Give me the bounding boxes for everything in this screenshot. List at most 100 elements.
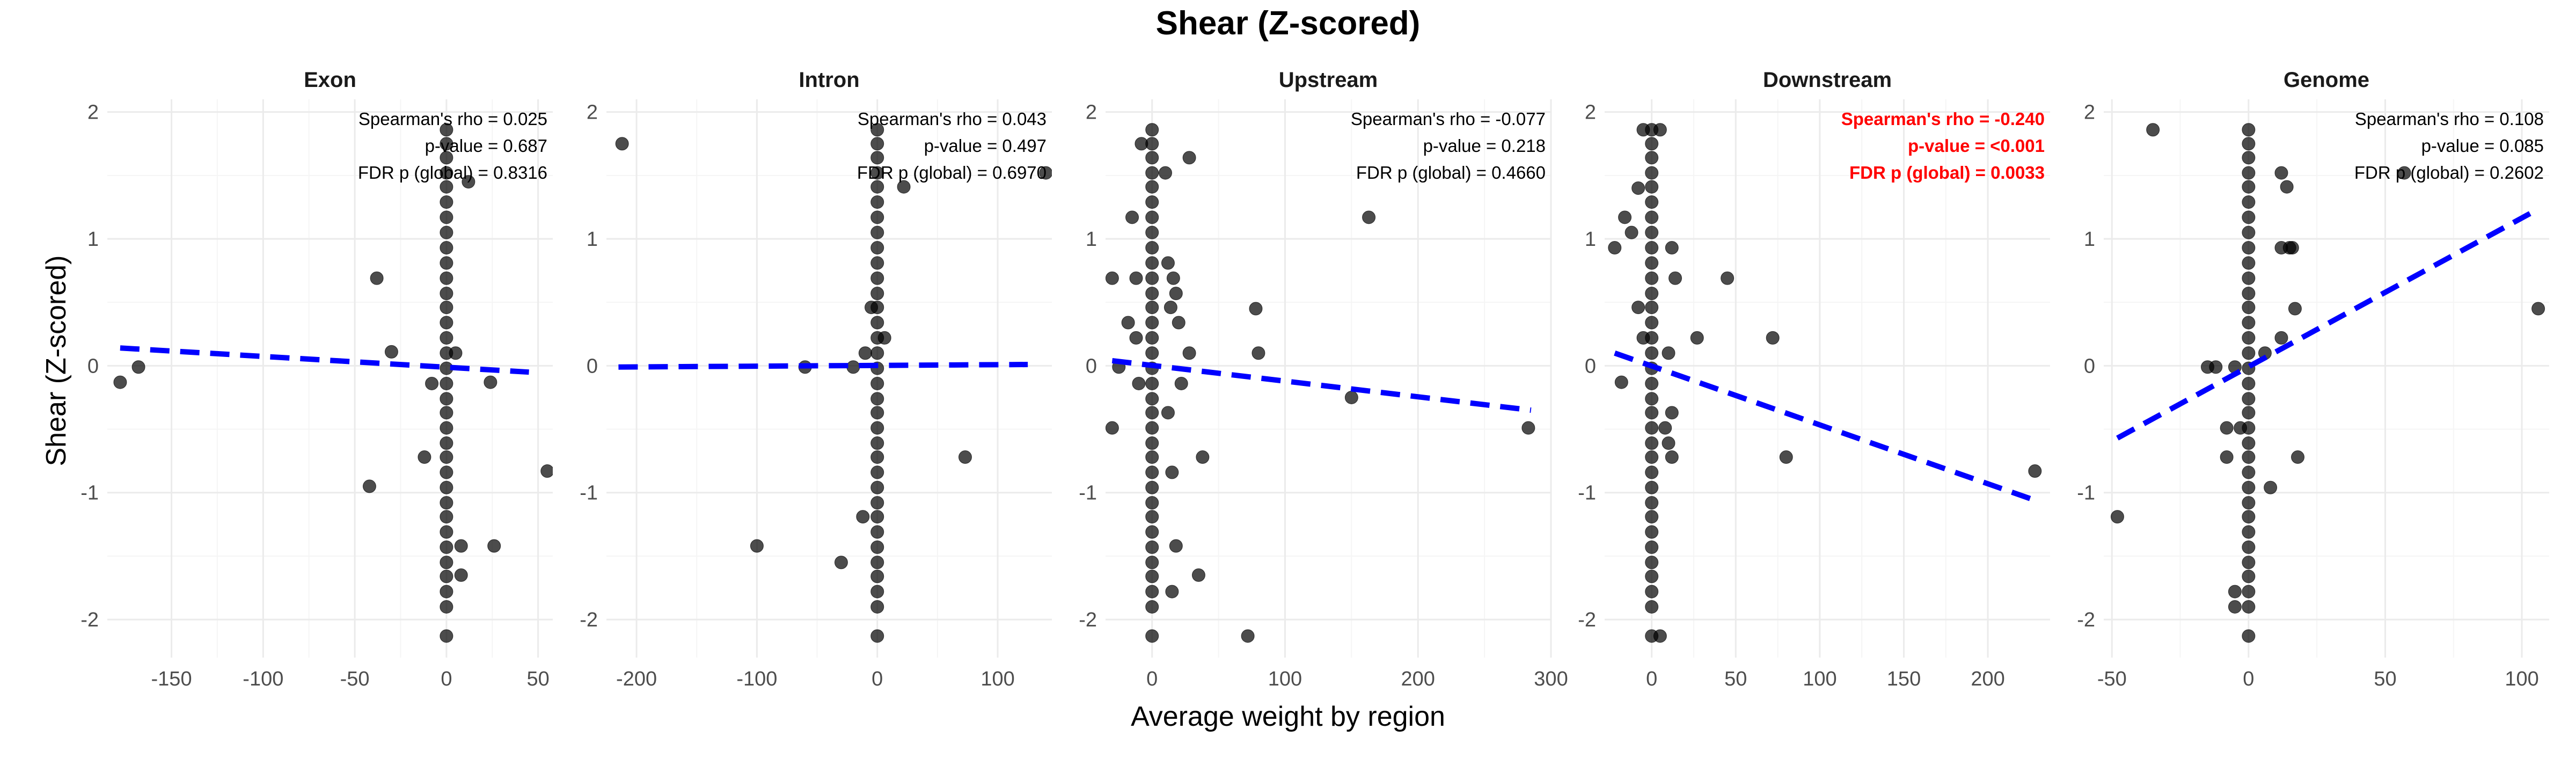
- x-tick-label: -50: [2097, 668, 2127, 690]
- data-point: [870, 225, 884, 239]
- data-point: [1145, 465, 1159, 479]
- data-point: [615, 137, 629, 151]
- x-tick-label: -100: [736, 668, 777, 690]
- data-point: [1521, 421, 1535, 435]
- data-point: [1645, 525, 1659, 539]
- y-tick-label: -1: [2077, 482, 2095, 505]
- data-point: [1145, 225, 1159, 239]
- data-point: [1145, 450, 1159, 464]
- trend-line: [1111, 358, 1532, 413]
- data-point: [1196, 450, 1210, 464]
- data-point: [2242, 166, 2256, 180]
- data-point: [2209, 360, 2223, 374]
- data-point: [1145, 600, 1159, 614]
- data-point: [440, 123, 453, 137]
- data-point: [2242, 450, 2256, 464]
- stat-annotation: p-value = 0.687: [425, 136, 547, 156]
- stat-annotation: Spearman's rho = -0.240: [1841, 109, 2045, 129]
- data-point: [870, 450, 884, 464]
- y-tick-label: 0: [2084, 355, 2095, 377]
- data-point: [2242, 225, 2256, 239]
- data-point: [1145, 525, 1159, 539]
- data-point: [440, 287, 453, 301]
- data-point: [1645, 629, 1659, 643]
- data-point: [1145, 436, 1159, 450]
- data-point: [1145, 421, 1159, 435]
- data-point: [1145, 271, 1159, 285]
- data-point: [1665, 406, 1679, 420]
- data-point: [2220, 450, 2234, 464]
- data-point: [1645, 210, 1659, 224]
- data-point: [1145, 406, 1159, 420]
- data-point: [958, 450, 972, 464]
- facet-genome: -2 -1 0 1 2 -50 0 50 100 Genome Spearman's rho = 0…: [2077, 68, 2549, 690]
- x-tick-label: 100: [1268, 668, 1302, 690]
- x-tick-label: 50: [2374, 668, 2396, 690]
- y-tick-label: 0: [587, 355, 598, 377]
- data-point: [1145, 346, 1159, 360]
- data-point: [1106, 271, 1119, 285]
- data-point: [1182, 346, 1196, 360]
- stat-annotation: FDR p (global) = 0.0033: [1849, 163, 2045, 183]
- data-point: [1145, 301, 1159, 315]
- data-point: [418, 450, 431, 464]
- points-intron: [615, 123, 1052, 643]
- data-point: [1129, 271, 1143, 285]
- data-point: [1645, 436, 1659, 450]
- data-point: [846, 360, 860, 374]
- data-point: [384, 345, 398, 359]
- data-point: [440, 510, 453, 524]
- y-tick-label: -1: [1578, 482, 1596, 505]
- data-point: [1145, 241, 1159, 255]
- data-point: [2242, 600, 2256, 614]
- points-genome: [2110, 123, 2545, 643]
- facet-title: Upstream: [1279, 68, 1378, 92]
- data-point: [2228, 600, 2242, 614]
- data-point: [1645, 271, 1659, 285]
- x-tick-label: 200: [1971, 668, 2004, 690]
- points-exon: [113, 123, 553, 643]
- data-point: [2242, 465, 2256, 479]
- data-point: [2242, 421, 2256, 435]
- data-point: [2242, 376, 2256, 390]
- data-point: [2028, 464, 2042, 478]
- data-point: [870, 496, 884, 510]
- y-tick-label: 1: [2084, 228, 2095, 251]
- data-point: [440, 151, 453, 165]
- data-point: [1618, 210, 1632, 224]
- stat-annotation: p-value = <0.001: [1908, 136, 2045, 156]
- data-point: [1665, 450, 1679, 464]
- data-point: [2242, 256, 2256, 270]
- data-point: [462, 175, 475, 189]
- stat-annotation: p-value = 0.218: [1423, 136, 1546, 156]
- y-tick-label: 1: [87, 228, 99, 251]
- data-point: [2264, 480, 2278, 494]
- y-tick-label: 2: [87, 101, 99, 124]
- data-point: [2242, 629, 2256, 643]
- data-point: [870, 585, 884, 599]
- data-point: [440, 137, 453, 151]
- data-point: [440, 256, 453, 270]
- facet-upstream: -2 -1 0 1 2 0 100 200 300 Upstream Spearman's rho …: [1079, 68, 1568, 690]
- data-point: [2242, 210, 2256, 224]
- data-point: [1645, 195, 1659, 209]
- data-point: [1106, 421, 1119, 435]
- data-point: [1145, 137, 1159, 151]
- data-point: [1645, 585, 1659, 599]
- data-point: [1645, 421, 1659, 435]
- data-point: [858, 346, 872, 360]
- y-tick-label: 1: [1585, 228, 1596, 251]
- data-point: [2242, 510, 2256, 524]
- stat-annotation: Spearman's rho = 0.025: [358, 109, 547, 129]
- data-point: [1614, 375, 1628, 389]
- x-axis-label: Average weight by region: [1131, 701, 1445, 732]
- data-point: [2242, 556, 2256, 570]
- y-tick-label: 2: [1086, 101, 1097, 124]
- y-tick-label: 2: [2084, 101, 2095, 124]
- facet-title: Exon: [304, 68, 356, 92]
- data-point: [1362, 210, 1376, 224]
- data-point: [454, 568, 468, 582]
- data-point: [870, 376, 884, 390]
- data-point: [870, 556, 884, 570]
